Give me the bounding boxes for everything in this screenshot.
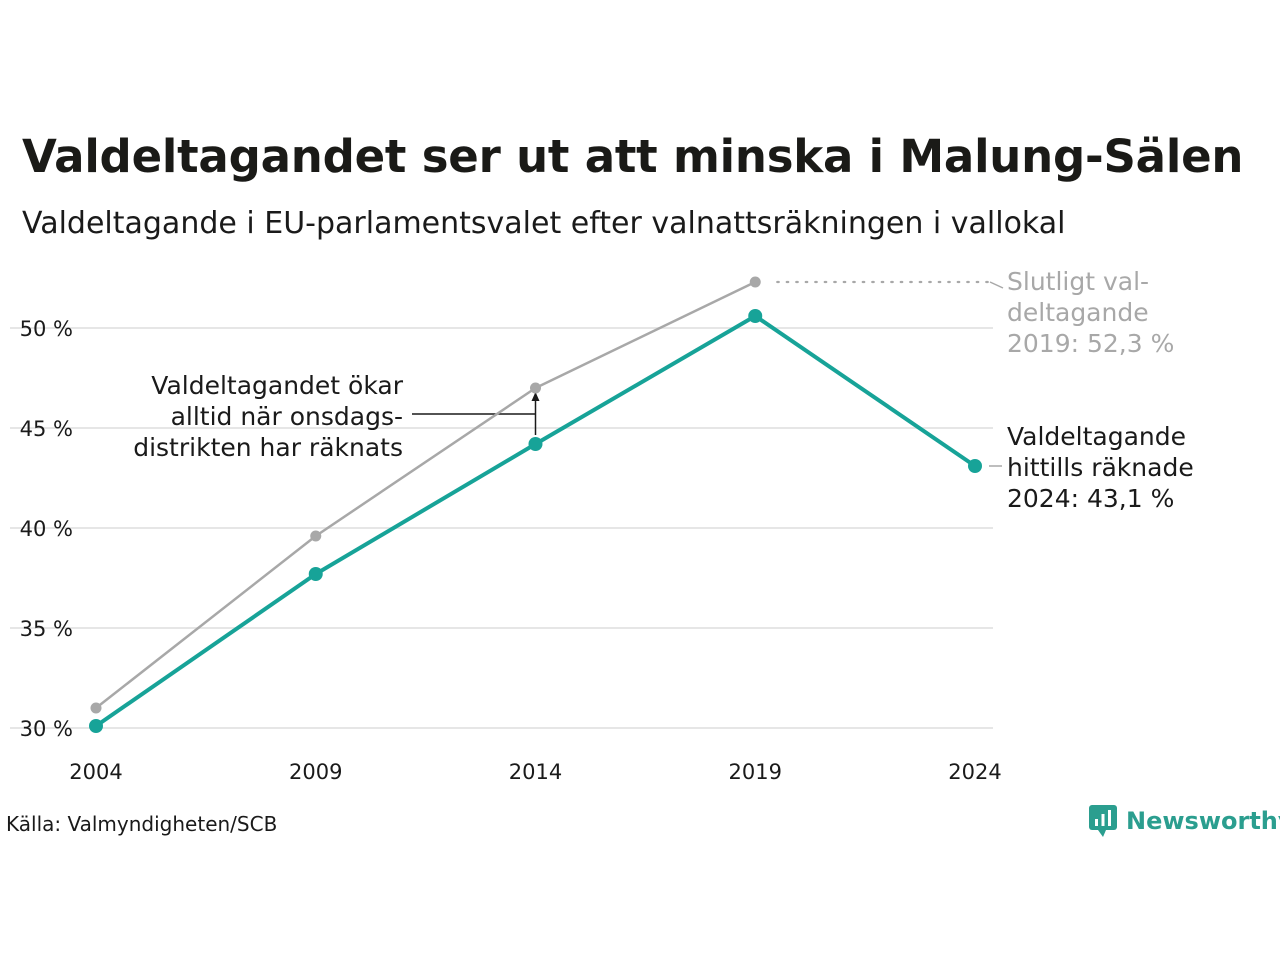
annotation-gap: Valdeltagandet ökar alltid när onsdags-di… bbox=[133, 371, 403, 462]
data-point-counted-2014 bbox=[528, 437, 543, 451]
x-axis-ticks: 2004 2009 2014 2019 2024 bbox=[69, 760, 1001, 784]
annotation-counted-2024-line-3: 2024: 43,1 % bbox=[1007, 484, 1174, 513]
annotation-final-2019-line-1: Slutligt val- bbox=[1007, 267, 1149, 296]
y-tick-label-45: 45 % bbox=[20, 417, 73, 441]
annotation-counted-2024-line-2: hittills räknade bbox=[1007, 453, 1194, 482]
data-point-final-2004 bbox=[90, 702, 102, 714]
x-tick-label-2024: 2024 bbox=[948, 760, 1001, 784]
annotation-guides bbox=[412, 280, 1004, 467]
y-tick-label-50: 50 % bbox=[20, 317, 73, 341]
series-line-final bbox=[94, 280, 757, 710]
data-point-counted-2004 bbox=[89, 719, 103, 733]
brand-logo: Newsworthy bbox=[1088, 804, 1280, 838]
x-tick-label-2019: 2019 bbox=[729, 760, 782, 784]
y-tick-label-30: 30 % bbox=[20, 717, 73, 741]
chart-title: Valdeltagandet ser ut att minska i Malun… bbox=[22, 130, 1244, 183]
annotation-gap-line-2: alltid när onsdags- bbox=[171, 402, 403, 431]
x-tick-label-2014: 2014 bbox=[509, 760, 562, 784]
source-note: Källa: Valmyndigheten/SCB bbox=[6, 812, 278, 836]
data-point-counted-2024 bbox=[968, 459, 982, 473]
brand-name: Newsworthy bbox=[1126, 807, 1280, 835]
data-point-counted-2009 bbox=[308, 567, 323, 581]
x-tick-label-2004: 2004 bbox=[69, 760, 122, 784]
data-point-final-2014 bbox=[530, 382, 541, 394]
gap-arrowhead bbox=[531, 392, 540, 401]
annotations-layer: Slutligt val-deltagande 2019: 52,3 % Valde… bbox=[133, 267, 1193, 513]
final-leader-tick bbox=[989, 281, 1004, 289]
y-axis-ticks: 30 % 35 % 40 % 45 % 50 % bbox=[20, 317, 73, 741]
data-point-final-2019 bbox=[749, 276, 761, 288]
data-point-counted-2019 bbox=[748, 309, 763, 323]
chart-subtitle: Valdeltagande i EU-parlamentsvalet efter… bbox=[22, 206, 1066, 241]
annotation-gap-line-1: Valdeltagandet ökar bbox=[151, 371, 403, 400]
series-layer bbox=[89, 276, 982, 733]
annotation-gap-line-3: distrikten har räknats bbox=[133, 433, 403, 462]
annotation-final-2019-line-2: deltagande bbox=[1007, 298, 1149, 327]
newsworthy-logo-icon bbox=[1089, 805, 1117, 837]
y-tick-label-40: 40 % bbox=[20, 517, 73, 541]
data-point-final-2009 bbox=[310, 530, 322, 542]
y-tick-label-35: 35 % bbox=[20, 617, 73, 641]
gridlines bbox=[10, 327, 993, 729]
annotation-final-2019: Slutligt val-deltagande 2019: 52,3 % bbox=[1007, 267, 1174, 358]
annotation-final-2019-line-3: 2019: 52,3 % bbox=[1007, 329, 1174, 358]
annotation-counted-2024: Valdeltagande hittills räknade 2024: 43,1 … bbox=[1007, 422, 1194, 513]
x-tick-label-2009: 2009 bbox=[289, 760, 342, 784]
annotation-counted-2024-line-1: Valdeltagande bbox=[1007, 422, 1186, 451]
